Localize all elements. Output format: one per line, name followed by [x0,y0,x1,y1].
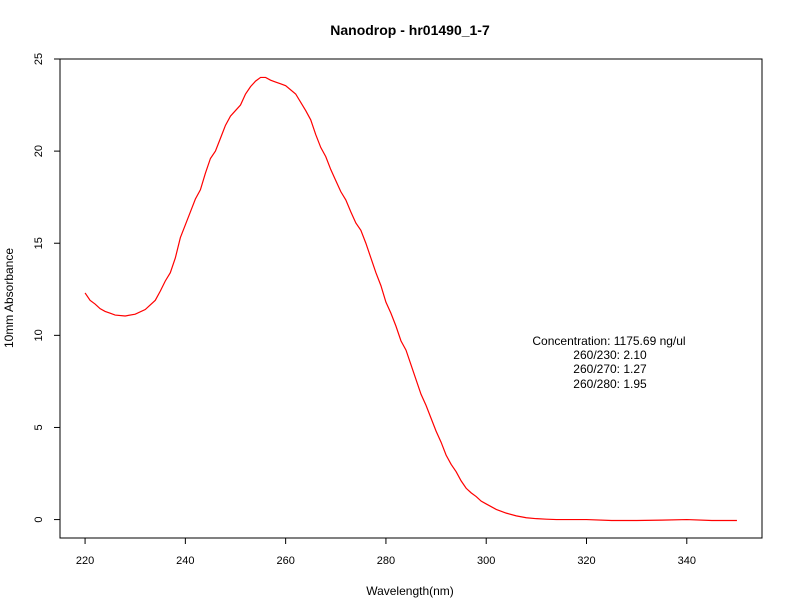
annotation-block: Concentration: 1175.69 ng/ul 260/230: 2.… [532,334,685,391]
chart-title: Nanodrop - hr01490_1-7 [330,22,490,38]
annotation-concentration: Concentration: 1175.69 ng/ul [532,334,685,348]
absorbance-series-line [84,76,737,522]
y-axis: 0 5 10 15 20 25 [33,53,60,523]
y-tick-label: 15 [33,237,45,249]
x-tick-label: 340 [678,555,696,567]
y-axis-label: 10mm Absorbance [2,248,16,348]
x-axis: 220 240 260 280 300 320 340 [76,538,696,567]
x-tick-label: 320 [577,555,595,567]
y-tick-label: 25 [33,53,45,65]
annotation-ratio-260-280: 260/280: 1.95 [573,377,647,391]
x-axis-label: Wavelength(nm) [366,584,454,598]
x-tick-label: 220 [76,555,94,567]
y-tick-label: 20 [33,145,45,157]
y-tick-label: 5 [33,424,45,430]
x-tick-label: 240 [176,555,194,567]
plot-frame [59,58,763,539]
y-tick-label: 10 [33,329,45,341]
x-tick-label: 260 [276,555,294,567]
annotation-ratio-260-270: 260/270: 1.27 [573,362,647,376]
x-tick-label: 300 [477,555,495,567]
annotation-ratio-260-230: 260/230: 2.10 [573,348,647,362]
y-tick-label: 0 [33,517,45,523]
x-tick-label: 280 [377,555,395,567]
